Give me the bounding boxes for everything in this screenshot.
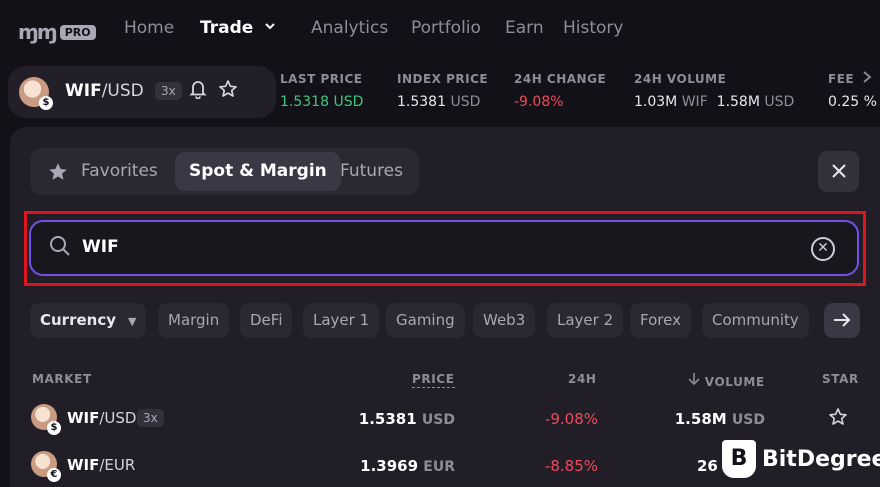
filter-gaming[interactable]: Gaming	[386, 303, 465, 338]
header-star[interactable]: STAR	[822, 372, 859, 386]
stat-label: 24H CHANGE	[514, 72, 607, 86]
search-icon	[49, 235, 71, 257]
bitdegree-logo-icon: B	[722, 440, 756, 478]
row-price: 1.3969 EUR	[360, 457, 455, 475]
tab-spot-margin[interactable]: Spot & Margin	[175, 152, 341, 191]
nav-portfolio[interactable]: Portfolio	[411, 18, 481, 38]
chevron-down-icon[interactable]	[264, 20, 276, 35]
nav-trade[interactable]: Trade	[200, 18, 254, 38]
stat-label: 24H VOLUME	[634, 72, 727, 86]
row-pair: WIF/USD	[67, 409, 137, 427]
leverage-badge: 3x	[137, 409, 164, 427]
arrow-right-icon[interactable]	[824, 303, 860, 338]
search-highlight-box	[24, 211, 866, 286]
filter-web3[interactable]: Web3	[473, 303, 536, 338]
stat-value: 1.5381 USD	[397, 94, 481, 110]
stat-value: 1.03M WIF 1.58M USD	[634, 94, 795, 110]
filter-community[interactable]: Community	[702, 303, 809, 338]
row-volume: 1.58M USD	[674, 410, 765, 428]
stat-value: -9.08%	[514, 94, 564, 110]
eur-badge-icon: €	[47, 468, 61, 482]
header-market[interactable]: MARKET	[32, 372, 92, 386]
usd-badge-icon: $	[47, 421, 61, 435]
header-price[interactable]: PRICE	[412, 372, 455, 388]
header-volume[interactable]: VOLUME	[688, 372, 765, 389]
tab-favorites[interactable]: Favorites	[81, 161, 158, 181]
stat-fee: FEE 0.25 %	[828, 72, 877, 110]
header-24h[interactable]: 24H	[568, 372, 597, 386]
close-button[interactable]	[818, 151, 859, 192]
chevron-down-icon: ▼	[128, 315, 137, 328]
arrow-down-icon	[688, 373, 700, 386]
filter-margin[interactable]: Margin	[158, 303, 230, 338]
clear-search-icon[interactable]: ✕	[811, 237, 835, 261]
leverage-badge: 3x	[155, 82, 182, 100]
tab-futures[interactable]: Futures	[340, 161, 403, 181]
filter-defi[interactable]: DeFi	[240, 303, 293, 338]
star-filled-icon	[47, 161, 69, 188]
filter-forex[interactable]: Forex	[630, 303, 691, 338]
pair-quote: /USD	[101, 81, 144, 101]
stat-value: 0.25 %	[828, 94, 877, 110]
nav-home[interactable]: Home	[124, 18, 175, 38]
row-change: -9.08%	[544, 410, 598, 428]
row-volume: 26	[697, 457, 718, 475]
stat-label: INDEX PRICE	[397, 72, 489, 86]
stat-index-price: INDEX PRICE 1.5381 USD	[397, 72, 488, 110]
stat-value: 1.5318 USD	[280, 94, 364, 110]
stat-24h-change: 24H CHANGE -9.08%	[514, 72, 606, 110]
row-price: 1.5381 USD	[358, 410, 455, 428]
chevron-right-icon[interactable]	[862, 70, 872, 88]
filter-layer2[interactable]: Layer 2	[547, 303, 624, 338]
nav-history[interactable]: History	[563, 18, 624, 38]
nav-earn[interactable]: Earn	[505, 18, 544, 38]
bitdegree-watermark: B BitDegree	[722, 440, 880, 478]
nav-analytics[interactable]: Analytics	[311, 18, 389, 38]
filter-currency[interactable]: Currency ▼	[30, 303, 147, 338]
star-icon[interactable]	[828, 407, 848, 432]
kraken-pro-logo[interactable]: ɱɱ PRO	[18, 20, 96, 44]
row-pair: WIF/EUR	[67, 456, 136, 474]
market-tabs: Favorites Spot & Margin Futures	[30, 148, 419, 195]
filter-layer1[interactable]: Layer 1	[303, 303, 380, 338]
stat-last-price: LAST PRICE 1.5318 USD	[280, 72, 363, 110]
pro-label: PRO	[59, 24, 96, 40]
pair-name: WIF/USD	[65, 81, 144, 101]
top-nav: ɱɱ PRO Home Trade Analytics Portfolio Ea…	[0, 0, 880, 60]
pair-base: WIF	[65, 81, 102, 101]
bell-icon[interactable]	[189, 79, 207, 104]
stat-label: FEE	[828, 72, 855, 86]
pair-selector[interactable]: $ WIF/USD 3x	[8, 66, 276, 118]
search-input[interactable]: WIF ✕	[29, 220, 859, 276]
stat-24h-volume: 24H VOLUME 1.03M WIF 1.58M USD	[634, 72, 794, 110]
usd-badge-icon: $	[39, 96, 53, 110]
kraken-logo-mark: ɱɱ	[18, 20, 58, 44]
star-icon[interactable]	[218, 79, 238, 104]
stat-label: LAST PRICE	[280, 72, 363, 86]
watermark-text: BitDegree	[762, 446, 880, 472]
row-change: -8.85%	[544, 457, 598, 475]
search-value: WIF	[82, 237, 119, 257]
